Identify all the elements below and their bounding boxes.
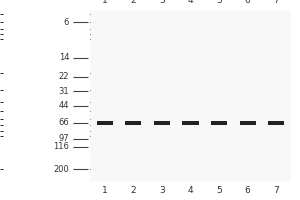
- Text: 66: 66: [58, 118, 69, 127]
- Text: 6: 6: [245, 186, 250, 195]
- Text: 44: 44: [58, 101, 69, 110]
- Text: 31: 31: [58, 87, 69, 96]
- Text: 2: 2: [130, 0, 136, 5]
- Text: 5: 5: [216, 186, 222, 195]
- Text: 22: 22: [58, 72, 69, 81]
- Bar: [97, 121, 113, 125]
- Bar: [154, 121, 170, 125]
- Bar: [182, 121, 199, 125]
- Text: 2: 2: [130, 186, 136, 195]
- Text: 4: 4: [188, 0, 193, 5]
- Text: 3: 3: [159, 0, 165, 5]
- Text: 4: 4: [188, 186, 193, 195]
- Text: 7: 7: [273, 0, 279, 5]
- Text: 1: 1: [102, 186, 108, 195]
- Text: 97: 97: [58, 134, 69, 143]
- Text: 14: 14: [58, 53, 69, 62]
- Text: 5: 5: [216, 0, 222, 5]
- Bar: [240, 121, 256, 125]
- Text: 1: 1: [102, 0, 108, 5]
- Bar: [268, 121, 284, 125]
- Text: 116: 116: [53, 142, 69, 151]
- Bar: [125, 121, 141, 125]
- Text: 6: 6: [64, 18, 69, 27]
- Text: 7: 7: [273, 186, 279, 195]
- Text: 200: 200: [53, 165, 69, 174]
- Text: 3: 3: [159, 186, 165, 195]
- Text: 6: 6: [245, 0, 250, 5]
- Bar: [211, 121, 227, 125]
